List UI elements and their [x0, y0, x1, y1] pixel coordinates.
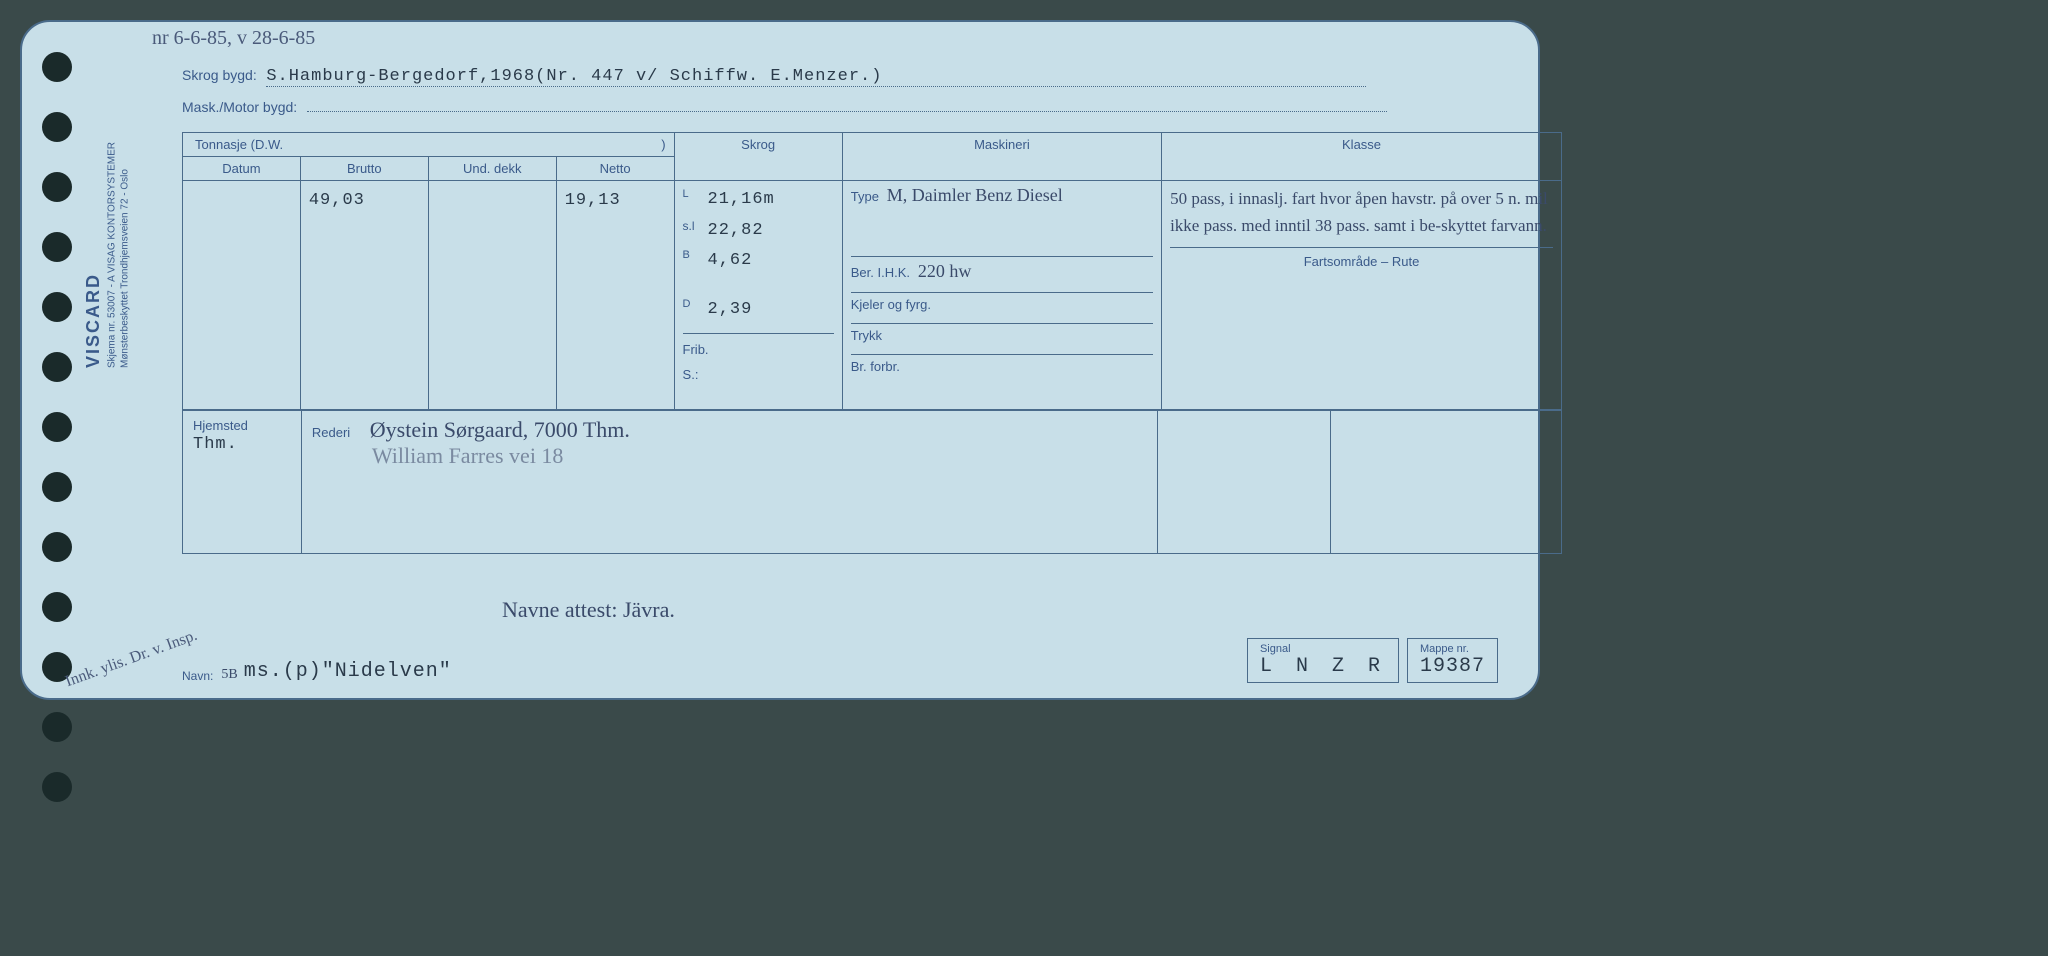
brand-line2: Mønsterbeskyttet Trondhjemsveien 72 - Os… — [119, 169, 130, 368]
hole — [42, 52, 72, 82]
cell-skrog: L21,16m s.l22,82 B4,62 D2,39 Frib. S.: — [674, 181, 842, 410]
hole — [42, 112, 72, 142]
table-header-row: Tonnasje (D.W. ) Skrog Maskineri Klasse — [183, 133, 1562, 157]
klasse-header: Klasse — [1162, 133, 1562, 181]
header-mask-motor: Mask./Motor bygd: — [182, 99, 1498, 117]
mask-motor-label: Mask./Motor bygd: — [182, 99, 297, 115]
skrog-bygd-value: S.Hamburg-Bergedorf,1968(Nr. 447 v/ Schi… — [266, 67, 1366, 87]
navn-row: Navn: 5B ms.(p)"Nidelven" Signal L N Z R… — [182, 638, 1498, 683]
hole — [42, 592, 72, 622]
mappe-box: Mappe nr. 19387 — [1407, 638, 1498, 683]
navn-sub: 5B — [221, 667, 237, 683]
handwritten-margin-note: Innk. ylis. Dr. v. Insp. — [63, 627, 200, 691]
cell-rederi: Rederi Øystein Sørgaard, 7000 Thm. Willi… — [301, 411, 1157, 554]
col-brutto: Brutto — [300, 157, 428, 181]
mask-motor-value — [307, 111, 1387, 112]
maskineri-header: Maskineri — [842, 133, 1161, 181]
hole — [42, 172, 72, 202]
mappe-value: 19387 — [1420, 655, 1485, 678]
navn-value: ms.(p)"Nidelven" — [244, 660, 1239, 683]
cell-empty1 — [1157, 411, 1330, 554]
hjemsted-rederi-row: Hjemsted Thm. Rederi Øystein Sørgaard, 7… — [183, 411, 1562, 554]
hole — [42, 472, 72, 502]
navnattest-note: Navne attest: Jävra. — [502, 597, 675, 623]
brand-logo: VISCARD — [83, 273, 103, 368]
cell-netto: 19,13 — [556, 181, 674, 410]
cell-klasse: 50 pass, i innaslj. fart hvor åpen havst… — [1162, 181, 1562, 410]
cell-empty2 — [1331, 411, 1562, 554]
navn-label: Navn: — [182, 669, 213, 683]
col-datum: Datum — [183, 157, 301, 181]
handwritten-date-note: nr 6-6-85, v 28-6-85 — [152, 27, 315, 50]
cell-datum — [183, 181, 301, 410]
hole — [42, 232, 72, 262]
skrog-bygd-label: Skrog bygd: — [182, 67, 257, 83]
hole — [42, 412, 72, 442]
hole — [42, 352, 72, 382]
cell-und-dekk — [428, 181, 556, 410]
hole — [42, 712, 72, 742]
cell-hjemsted: Hjemsted Thm. — [183, 411, 302, 554]
header-skrog-bygd: Skrog bygd: S.Hamburg-Bergedorf,1968(Nr.… — [182, 67, 1498, 87]
skrog-header: Skrog — [674, 133, 842, 181]
main-data-table: Tonnasje (D.W. ) Skrog Maskineri Klasse … — [182, 132, 1562, 410]
hole — [42, 532, 72, 562]
brand-line1: Skjema nr. 53007 - A VISAG KONTORSYSTEME… — [106, 142, 117, 368]
col-netto: Netto — [556, 157, 674, 181]
signal-value: L N Z R — [1260, 655, 1386, 678]
signal-box: Signal L N Z R — [1247, 638, 1399, 683]
brand-sidebar: VISCARD Skjema nr. 53007 - A VISAG KONTO… — [82, 142, 131, 368]
registry-card: VISCARD Skjema nr. 53007 - A VISAG KONTO… — [20, 20, 1540, 700]
hole — [42, 292, 72, 322]
table-data-row: 49,03 19,13 L21,16m s.l22,82 B4,62 D2,39… — [183, 181, 1562, 410]
bottom-table: Hjemsted Thm. Rederi Øystein Sørgaard, 7… — [182, 410, 1562, 554]
hole — [42, 772, 72, 802]
col-und-dekk: Und. dekk — [428, 157, 556, 181]
cell-maskineri: Type M, Daimler Benz Diesel Ber. I.H.K. … — [842, 181, 1161, 410]
tonnasje-header: Tonnasje (D.W. ) — [183, 133, 675, 157]
punch-holes — [42, 52, 72, 802]
cell-brutto: 49,03 — [300, 181, 428, 410]
